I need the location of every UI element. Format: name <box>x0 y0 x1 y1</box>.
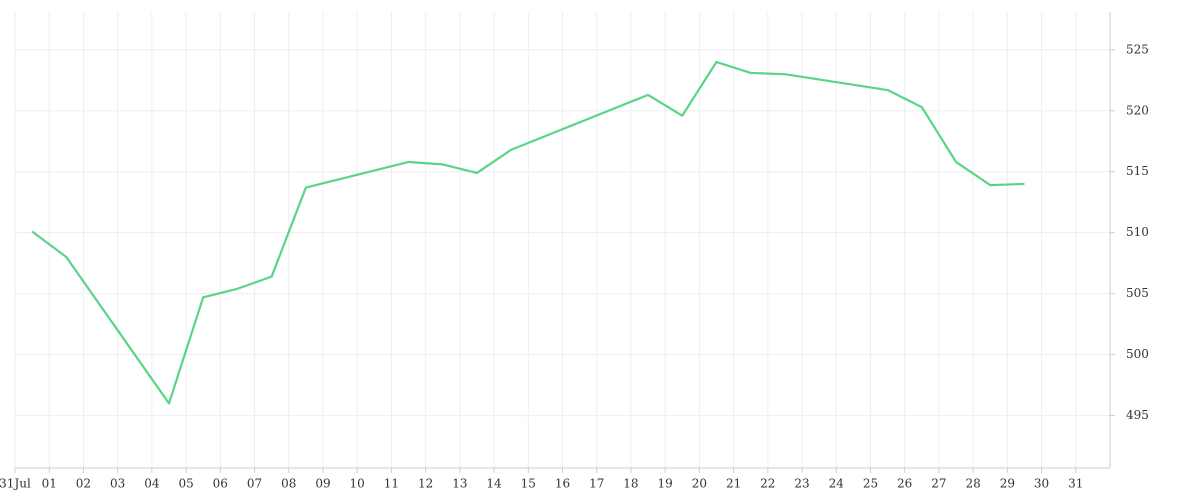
y-tick-label: 520 <box>1126 103 1149 117</box>
x-tick-label: 23 <box>794 477 809 491</box>
x-tick-label: 24 <box>829 477 845 491</box>
x-tick-label: 29 <box>1000 477 1015 491</box>
x-tick-label: 19 <box>658 477 673 491</box>
x-tick-label: 12 <box>418 477 433 491</box>
x-tick-label: 03 <box>110 477 125 491</box>
x-tick-label: 13 <box>452 477 467 491</box>
x-tick-label: 31Jul <box>0 477 31 491</box>
x-tick-label: 07 <box>247 477 262 491</box>
x-tick-label: 15 <box>521 477 536 491</box>
x-tick-label: 17 <box>589 477 604 491</box>
x-tick-label: 21 <box>726 477 741 491</box>
x-tick-label: 01 <box>42 477 57 491</box>
x-tick-label: 10 <box>350 477 365 491</box>
y-tick-label: 510 <box>1126 225 1149 239</box>
x-tick-label: 28 <box>965 477 980 491</box>
y-tick-label: 495 <box>1126 408 1149 422</box>
x-tick-label: 25 <box>863 477 878 491</box>
x-tick-label: 27 <box>931 477 946 491</box>
x-tick-label: 05 <box>178 477 193 491</box>
x-tick-label: 08 <box>281 477 296 491</box>
x-tick-label: 04 <box>144 477 160 491</box>
x-tick-label: 09 <box>315 477 330 491</box>
x-tick-label: 06 <box>213 477 228 491</box>
y-tick-label: 515 <box>1126 164 1149 178</box>
y-tick-label: 500 <box>1126 347 1149 361</box>
y-tick-label: 525 <box>1126 42 1149 56</box>
price-line <box>31 60 1025 405</box>
x-tick-label: 14 <box>486 477 502 491</box>
x-tick-label: 22 <box>760 477 775 491</box>
x-tick-label: 26 <box>897 477 912 491</box>
x-tick-label: 11 <box>384 477 399 491</box>
x-tick-label: 02 <box>76 477 91 491</box>
x-tick-label: 20 <box>692 477 707 491</box>
y-tick-label: 505 <box>1126 286 1149 300</box>
x-tick-label: 16 <box>555 477 570 491</box>
x-tick-label: 31 <box>1068 477 1083 491</box>
x-tick-label: 18 <box>623 477 638 491</box>
x-tick-label: 30 <box>1034 477 1049 491</box>
